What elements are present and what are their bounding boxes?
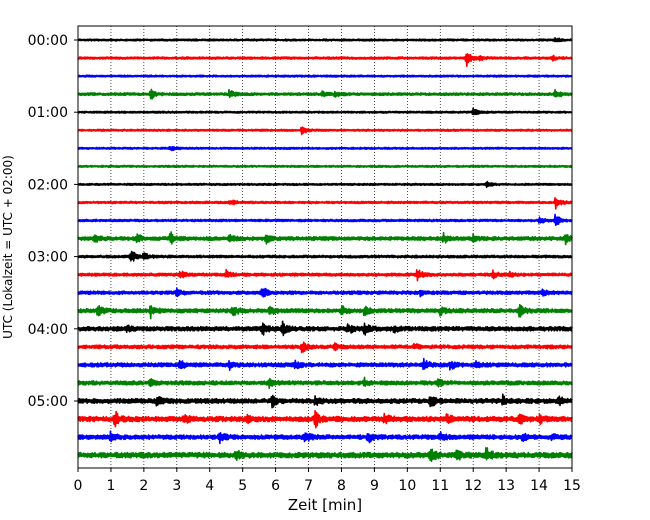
x-tick-label: 5 [238,478,247,494]
trace-line [77,303,573,320]
x-tick-label: 7 [304,478,313,494]
y-tick-label: 02:00 [28,177,68,193]
x-tick-label: 4 [205,478,214,494]
trace-line [77,231,573,246]
trace-line [77,107,573,116]
trace-line [77,447,573,463]
x-axis: 0 1 2 3 4 5 6 7 8 9 10 11 12 13 14 15 [74,468,581,494]
x-tick-label: 6 [271,478,280,494]
x-tick-label: 2 [139,478,148,494]
x-tick-label: 12 [464,478,482,494]
trace-line [77,341,573,354]
x-tick-label: 13 [497,478,515,494]
trace-line [77,268,573,282]
y-axis-label: UTC (Lokalzeit = UTC + 02:00) [1,155,15,339]
x-tick-label: 8 [337,478,346,494]
x-tick-label: 14 [530,478,548,494]
trace-layer [77,36,573,463]
y-tick-label: 01:00 [28,105,68,121]
trace-line [77,53,573,68]
x-tick-label: 9 [370,478,379,494]
x-tick-label: 3 [172,478,181,494]
x-tick-label: 1 [106,478,115,494]
y-tick-label: 00:00 [28,33,68,49]
y-tick-label: 03:00 [28,250,68,266]
trace-line [77,164,573,169]
trace-line [77,357,573,372]
trace-line [77,287,573,298]
trace-line [77,126,573,136]
trace-line [77,180,573,189]
trace-line [77,376,573,389]
x-tick-label: 0 [74,478,83,494]
trace-line [77,145,573,152]
trace-line [77,196,573,210]
trace-line [77,320,573,337]
trace-line [77,88,573,100]
y-tick-label: 04:00 [28,322,68,338]
y-tick-label: 05:00 [28,394,68,410]
x-tick-label: 15 [563,478,581,494]
trace-line [77,213,573,227]
x-axis-label: Zeit [min] [288,496,362,514]
y-axis: 00:00 01:00 02:00 03:00 04:00 05:00 [28,33,78,410]
x-tick-label: 11 [431,478,449,494]
trace-line [77,430,573,445]
trace-line [77,409,573,429]
trace-line [77,250,573,262]
trace-line [77,393,573,409]
plot-frame [77,25,573,469]
trace-line [77,74,573,78]
trace-line [77,36,573,43]
x-tick-label: 10 [398,478,416,494]
